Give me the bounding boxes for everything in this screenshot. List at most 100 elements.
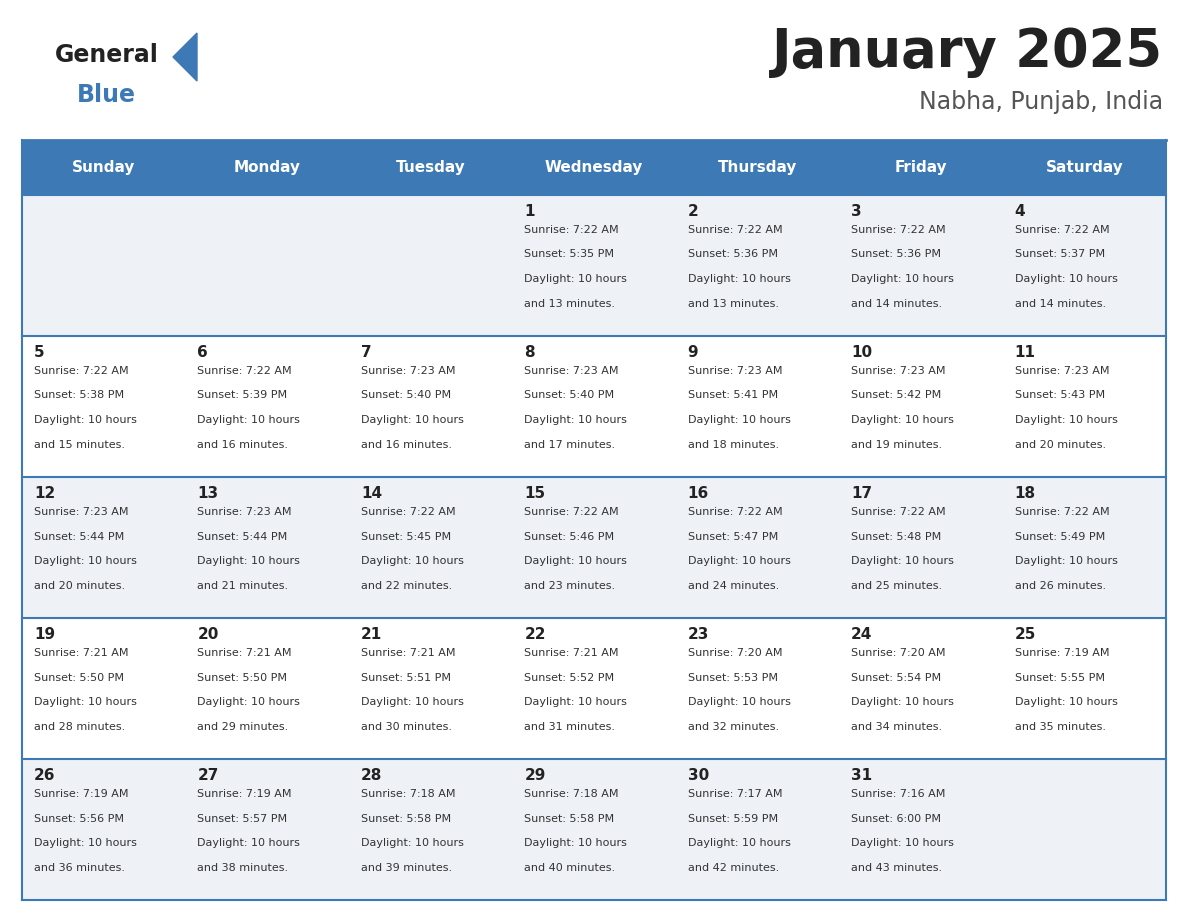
Text: Sunset: 5:40 PM: Sunset: 5:40 PM bbox=[524, 390, 614, 400]
Text: Sunset: 5:43 PM: Sunset: 5:43 PM bbox=[1015, 390, 1105, 400]
Text: and 28 minutes.: and 28 minutes. bbox=[34, 722, 125, 732]
Text: Daylight: 10 hours: Daylight: 10 hours bbox=[1015, 415, 1118, 425]
Text: and 14 minutes.: and 14 minutes. bbox=[851, 298, 942, 308]
Text: Sunrise: 7:18 AM: Sunrise: 7:18 AM bbox=[361, 789, 455, 799]
Text: and 25 minutes.: and 25 minutes. bbox=[851, 581, 942, 591]
Text: Sunset: 5:54 PM: Sunset: 5:54 PM bbox=[851, 673, 941, 683]
Text: Daylight: 10 hours: Daylight: 10 hours bbox=[851, 838, 954, 848]
Text: Sunset: 5:50 PM: Sunset: 5:50 PM bbox=[197, 673, 287, 683]
Text: Sunrise: 7:21 AM: Sunrise: 7:21 AM bbox=[524, 648, 619, 658]
Text: 12: 12 bbox=[34, 486, 56, 501]
Text: Sunset: 5:40 PM: Sunset: 5:40 PM bbox=[361, 390, 451, 400]
Text: Sunrise: 7:23 AM: Sunrise: 7:23 AM bbox=[851, 365, 946, 375]
Bar bbox=[512, 140, 676, 195]
Text: Sunset: 5:50 PM: Sunset: 5:50 PM bbox=[34, 673, 124, 683]
Text: and 21 minutes.: and 21 minutes. bbox=[197, 581, 289, 591]
Text: 22: 22 bbox=[524, 627, 545, 642]
Text: and 20 minutes.: and 20 minutes. bbox=[1015, 440, 1106, 450]
Bar bbox=[1003, 140, 1165, 195]
Text: Sunset: 5:38 PM: Sunset: 5:38 PM bbox=[34, 390, 124, 400]
Text: and 42 minutes.: and 42 minutes. bbox=[688, 863, 779, 873]
Text: Sunset: 5:47 PM: Sunset: 5:47 PM bbox=[688, 532, 778, 542]
Text: 10: 10 bbox=[851, 345, 872, 360]
Text: Sunrise: 7:22 AM: Sunrise: 7:22 AM bbox=[197, 365, 292, 375]
Text: Daylight: 10 hours: Daylight: 10 hours bbox=[361, 415, 463, 425]
Text: Sunset: 5:37 PM: Sunset: 5:37 PM bbox=[1015, 250, 1105, 260]
Text: Sunrise: 7:19 AM: Sunrise: 7:19 AM bbox=[197, 789, 292, 799]
Text: 15: 15 bbox=[524, 486, 545, 501]
Text: Sunrise: 7:21 AM: Sunrise: 7:21 AM bbox=[361, 648, 455, 658]
Text: 2: 2 bbox=[688, 204, 699, 218]
Text: Sunrise: 7:17 AM: Sunrise: 7:17 AM bbox=[688, 789, 782, 799]
Text: and 20 minutes.: and 20 minutes. bbox=[34, 581, 125, 591]
Text: and 18 minutes.: and 18 minutes. bbox=[688, 440, 779, 450]
Text: Monday: Monday bbox=[234, 160, 301, 174]
Bar bbox=[23, 336, 1165, 476]
Text: Sunrise: 7:22 AM: Sunrise: 7:22 AM bbox=[524, 507, 619, 517]
Text: 26: 26 bbox=[34, 768, 56, 783]
Text: Daylight: 10 hours: Daylight: 10 hours bbox=[1015, 556, 1118, 566]
Text: Sunset: 5:52 PM: Sunset: 5:52 PM bbox=[524, 673, 614, 683]
Text: Tuesday: Tuesday bbox=[396, 160, 466, 174]
Text: Sunrise: 7:23 AM: Sunrise: 7:23 AM bbox=[1015, 365, 1110, 375]
Text: 16: 16 bbox=[688, 486, 709, 501]
Text: Sunrise: 7:22 AM: Sunrise: 7:22 AM bbox=[1015, 225, 1110, 235]
Text: Daylight: 10 hours: Daylight: 10 hours bbox=[524, 838, 627, 848]
Text: Sunrise: 7:23 AM: Sunrise: 7:23 AM bbox=[361, 365, 455, 375]
Text: Nabha, Punjab, India: Nabha, Punjab, India bbox=[918, 90, 1163, 114]
Text: 25: 25 bbox=[1015, 627, 1036, 642]
Text: Sunset: 5:45 PM: Sunset: 5:45 PM bbox=[361, 532, 451, 542]
Text: 27: 27 bbox=[197, 768, 219, 783]
Text: and 16 minutes.: and 16 minutes. bbox=[361, 440, 451, 450]
Text: Daylight: 10 hours: Daylight: 10 hours bbox=[1015, 698, 1118, 707]
Text: General: General bbox=[55, 43, 159, 67]
Bar bbox=[23, 140, 185, 195]
Text: Sunset: 5:48 PM: Sunset: 5:48 PM bbox=[851, 532, 941, 542]
Text: 18: 18 bbox=[1015, 486, 1036, 501]
Text: Daylight: 10 hours: Daylight: 10 hours bbox=[197, 415, 301, 425]
Text: Sunset: 5:41 PM: Sunset: 5:41 PM bbox=[688, 390, 778, 400]
Text: 8: 8 bbox=[524, 345, 535, 360]
Bar bbox=[23, 618, 1165, 759]
Text: Sunrise: 7:22 AM: Sunrise: 7:22 AM bbox=[361, 507, 455, 517]
Text: 30: 30 bbox=[688, 768, 709, 783]
Text: and 40 minutes.: and 40 minutes. bbox=[524, 863, 615, 873]
Text: 21: 21 bbox=[361, 627, 383, 642]
Text: Sunset: 5:59 PM: Sunset: 5:59 PM bbox=[688, 813, 778, 823]
Text: 3: 3 bbox=[851, 204, 861, 218]
Text: January 2025: January 2025 bbox=[772, 26, 1163, 78]
Text: 14: 14 bbox=[361, 486, 383, 501]
Text: Daylight: 10 hours: Daylight: 10 hours bbox=[34, 415, 137, 425]
Text: 13: 13 bbox=[197, 486, 219, 501]
Text: 5: 5 bbox=[34, 345, 45, 360]
Text: Sunrise: 7:23 AM: Sunrise: 7:23 AM bbox=[688, 365, 782, 375]
Text: Daylight: 10 hours: Daylight: 10 hours bbox=[524, 274, 627, 284]
Text: and 39 minutes.: and 39 minutes. bbox=[361, 863, 451, 873]
Text: and 16 minutes.: and 16 minutes. bbox=[197, 440, 289, 450]
Text: 9: 9 bbox=[688, 345, 699, 360]
Text: Sunset: 5:51 PM: Sunset: 5:51 PM bbox=[361, 673, 451, 683]
Text: Blue: Blue bbox=[77, 83, 135, 107]
Text: 20: 20 bbox=[197, 627, 219, 642]
Text: Sunset: 5:46 PM: Sunset: 5:46 PM bbox=[524, 532, 614, 542]
Text: Daylight: 10 hours: Daylight: 10 hours bbox=[1015, 274, 1118, 284]
Text: Daylight: 10 hours: Daylight: 10 hours bbox=[851, 556, 954, 566]
Text: and 23 minutes.: and 23 minutes. bbox=[524, 581, 615, 591]
Text: 24: 24 bbox=[851, 627, 872, 642]
Text: Sunrise: 7:18 AM: Sunrise: 7:18 AM bbox=[524, 789, 619, 799]
Text: Sunrise: 7:22 AM: Sunrise: 7:22 AM bbox=[688, 225, 783, 235]
Text: Daylight: 10 hours: Daylight: 10 hours bbox=[851, 698, 954, 707]
Text: Daylight: 10 hours: Daylight: 10 hours bbox=[688, 415, 790, 425]
Text: Sunset: 5:49 PM: Sunset: 5:49 PM bbox=[1015, 532, 1105, 542]
Text: and 17 minutes.: and 17 minutes. bbox=[524, 440, 615, 450]
Bar bbox=[23, 195, 1165, 336]
Text: Sunrise: 7:23 AM: Sunrise: 7:23 AM bbox=[524, 365, 619, 375]
Polygon shape bbox=[173, 33, 197, 81]
Bar bbox=[676, 140, 839, 195]
Text: Daylight: 10 hours: Daylight: 10 hours bbox=[361, 698, 463, 707]
Text: Daylight: 10 hours: Daylight: 10 hours bbox=[361, 838, 463, 848]
Text: 17: 17 bbox=[851, 486, 872, 501]
Text: 7: 7 bbox=[361, 345, 372, 360]
Text: 28: 28 bbox=[361, 768, 383, 783]
Text: Daylight: 10 hours: Daylight: 10 hours bbox=[197, 556, 301, 566]
